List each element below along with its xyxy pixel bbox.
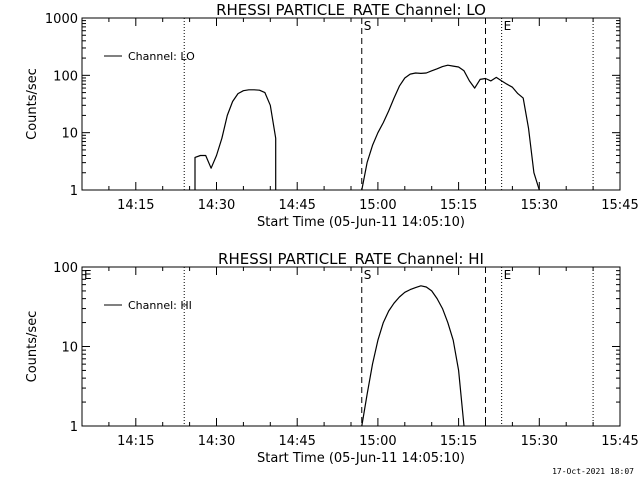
y-axis-label: Counts/sec [25,68,40,140]
x-tick-label: 15:30 [521,434,558,449]
x-tick-label: 15:30 [521,198,558,213]
chart-title: RHESSI PARTICLE_RATE Channel: LO [216,1,486,20]
chart-panel-1: RHESSI PARTICLE_RATE Channel: LO Counts/s… [25,1,639,230]
series-line-segment [361,64,540,191]
legend-label: Channel: HI [128,299,192,312]
x-tick-label: 14:45 [278,198,315,213]
y-tick-label: 10 [61,127,78,142]
y-tick-label: 100 [53,69,78,84]
corner-label: E [84,268,92,282]
plot-frame [81,266,621,427]
y-tick-label: 1 [70,184,78,199]
x-axis-label: Start Time (05-Jun-11 14:05:10) [257,451,465,466]
x-axis-label: Start Time (05-Jun-11 14:05:10) [257,215,465,230]
x-tick-label: 14:30 [198,198,235,213]
series-line-segment [361,285,465,427]
y-tick-label: 1000 [45,12,78,27]
footer-timestamp: 17-Oct-2021 18:07 [552,467,634,476]
x-tick-label: 15:00 [359,198,396,213]
x-tick-label: 14:15 [117,434,154,449]
y-tick-label: 100 [53,261,78,276]
x-tick-label: 14:45 [278,434,315,449]
x-tick-label: 15:15 [440,198,477,213]
plot-frame [81,17,621,191]
marker-label: E [504,268,512,282]
x-tick-label: 14:15 [117,198,154,213]
x-tick-label: 15:45 [601,434,638,449]
y-axis-label: Counts/sec [25,311,40,383]
x-tick-label: 15:15 [440,434,477,449]
y-tick-label: 1 [70,420,78,435]
marker-label: E [504,19,512,33]
series-line-segment [194,89,277,190]
marker-label: S [364,19,372,33]
marker-label: S [364,268,372,282]
y-tick-label: 10 [61,341,78,356]
x-tick-label: 14:30 [198,434,235,449]
x-tick-label: 15:45 [601,198,638,213]
x-tick-label: 15:00 [359,434,396,449]
chart-title: RHESSI PARTICLE_RATE Channel: HI [218,250,484,269]
legend-label: Channel: LO [128,50,195,63]
chart-panel-2: RHESSI PARTICLE_RATE Channel: HI Counts/s… [25,250,639,466]
